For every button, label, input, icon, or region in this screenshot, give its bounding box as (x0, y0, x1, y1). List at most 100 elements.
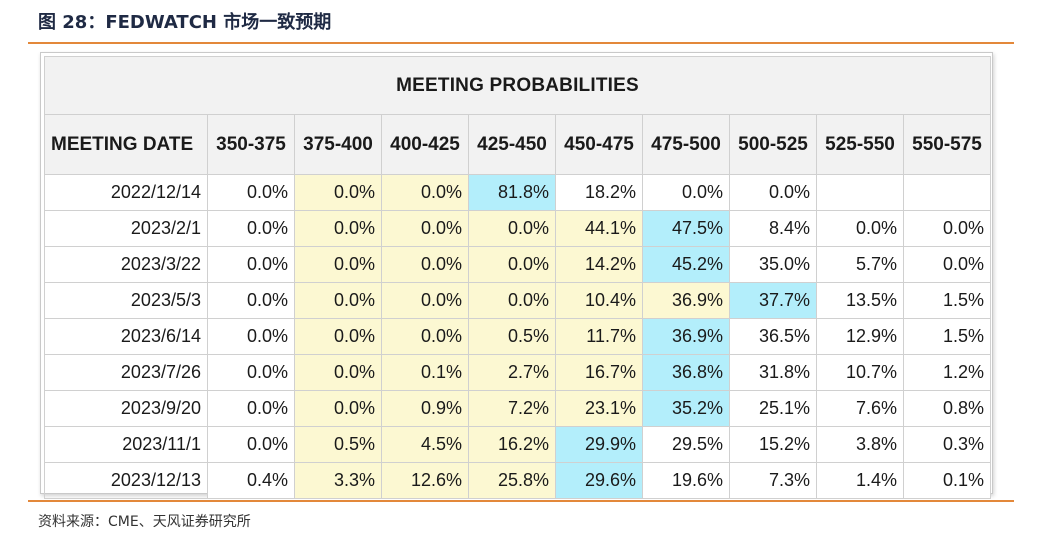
probability-cell: 0.4% (207, 462, 295, 499)
probability-cell: 3.8% (816, 426, 904, 463)
column-header-rate: 525-550 (816, 114, 904, 175)
probability-cell: 31.8% (729, 354, 817, 391)
table-row: 2023/7/26 0.0% 0.0% 0.1% 2.7% 16.7% 36.8% 31.8%… (44, 354, 991, 391)
probability-cell: 0.9% (381, 390, 469, 427)
table-row: 2023/12/13 0.4% 3.3% 12.6% 25.8% 29.6% 19.6% 7.… (44, 462, 991, 499)
table-row: 2023/5/3 0.0% 0.0% 0.0% 0.0% 10.4% 36.9% 37.7% 1… (44, 282, 991, 319)
probability-cell: 0.5% (294, 426, 382, 463)
probability-cell: 0.0% (381, 318, 469, 355)
probability-cell: 0.1% (903, 462, 991, 499)
probability-cell: 36.9% (642, 318, 730, 355)
probability-cell (816, 174, 904, 211)
probability-cell: 16.2% (468, 426, 556, 463)
meeting-probabilities-table: MEETING PROBABILITIES MEETING DATE 350-3… (44, 56, 991, 499)
table-row: 2023/9/20 0.0% 0.0% 0.9% 7.2% 23.1% 35.2% 25.1%… (44, 390, 991, 427)
column-header-rate: 450-475 (555, 114, 643, 175)
probability-cell: 0.0% (294, 318, 382, 355)
probability-cell: 36.8% (642, 354, 730, 391)
probability-cell: 0.0% (207, 354, 295, 391)
meeting-date-cell: 2023/9/20 (44, 390, 208, 427)
probability-cell: 1.5% (903, 318, 991, 355)
probability-cell: 36.5% (729, 318, 817, 355)
column-header-rate: 550-575 (903, 114, 991, 175)
probability-cell: 1.2% (903, 354, 991, 391)
probability-cell: 12.6% (381, 462, 469, 499)
table-body: 2022/12/14 0.0% 0.0% 0.0% 81.8% 18.2% 0.0% 0.0%… (44, 174, 991, 499)
top-divider (28, 42, 1014, 44)
probability-cell: 7.3% (729, 462, 817, 499)
table-row: 2023/2/1 0.0% 0.0% 0.0% 0.0% 44.1% 47.5% 8.4% 0.… (44, 210, 991, 247)
meeting-date-cell: 2023/5/3 (44, 282, 208, 319)
probability-cell: 25.1% (729, 390, 817, 427)
probability-cell: 0.0% (207, 246, 295, 283)
probability-cell: 0.1% (381, 354, 469, 391)
probability-cell: 10.4% (555, 282, 643, 319)
probability-cell: 0.0% (207, 426, 295, 463)
probability-cell: 4.5% (381, 426, 469, 463)
probability-cell: 13.5% (816, 282, 904, 319)
table-row: 2023/11/1 0.0% 0.5% 4.5% 16.2% 29.9% 29.5% 15.2… (44, 426, 991, 463)
probability-cell: 0.0% (381, 174, 469, 211)
probability-cell: 7.2% (468, 390, 556, 427)
meeting-date-cell: 2023/12/13 (44, 462, 208, 499)
column-header-rate: 375-400 (294, 114, 382, 175)
probability-cell: 0.5% (468, 318, 556, 355)
probability-cell: 0.0% (294, 246, 382, 283)
probability-cell: 29.9% (555, 426, 643, 463)
probability-cell: 0.0% (816, 210, 904, 247)
probability-cell: 0.0% (903, 210, 991, 247)
bottom-divider (28, 500, 1014, 502)
probability-cell: 14.2% (555, 246, 643, 283)
table-banner: MEETING PROBABILITIES (44, 56, 991, 115)
probability-cell: 0.0% (207, 390, 295, 427)
probability-cell: 45.2% (642, 246, 730, 283)
meeting-date-cell: 2023/11/1 (44, 426, 208, 463)
probability-cell: 0.0% (294, 282, 382, 319)
probability-cell: 0.0% (381, 246, 469, 283)
probability-cell: 0.0% (468, 210, 556, 247)
probability-cell: 0.0% (468, 246, 556, 283)
probability-cell: 18.2% (555, 174, 643, 211)
probability-cell: 0.0% (294, 390, 382, 427)
probability-cell: 29.5% (642, 426, 730, 463)
column-header-meeting-date: MEETING DATE (44, 114, 208, 175)
column-header-rate: 425-450 (468, 114, 556, 175)
probability-cell: 1.4% (816, 462, 904, 499)
probability-cell: 19.6% (642, 462, 730, 499)
probability-cell: 44.1% (555, 210, 643, 247)
probability-cell: 5.7% (816, 246, 904, 283)
probability-cell: 37.7% (729, 282, 817, 319)
meeting-date-cell: 2022/12/14 (44, 174, 208, 211)
probability-cell: 3.3% (294, 462, 382, 499)
figure-title: 图 28：FEDWATCH 市场一致预期 (38, 12, 332, 33)
probability-cell: 0.0% (294, 174, 382, 211)
probability-cell: 0.0% (381, 282, 469, 319)
probability-cell: 0.3% (903, 426, 991, 463)
probability-cell: 11.7% (555, 318, 643, 355)
probability-cell: 1.5% (903, 282, 991, 319)
probability-cell: 0.0% (903, 246, 991, 283)
table-row: 2022/12/14 0.0% 0.0% 0.0% 81.8% 18.2% 0.0% 0.0% (44, 174, 991, 211)
meeting-date-cell: 2023/3/22 (44, 246, 208, 283)
column-header-rate: 350-375 (207, 114, 295, 175)
meeting-date-cell: 2023/6/14 (44, 318, 208, 355)
probability-cell: 10.7% (816, 354, 904, 391)
probability-cell: 0.0% (207, 282, 295, 319)
probability-cell: 0.0% (729, 174, 817, 211)
probability-cell: 0.0% (468, 282, 556, 319)
probability-cell: 35.2% (642, 390, 730, 427)
header-row: MEETING DATE 350-375 375-400 400-425 425… (44, 114, 991, 175)
column-header-rate: 500-525 (729, 114, 817, 175)
meeting-date-cell: 2023/2/1 (44, 210, 208, 247)
column-header-rate: 475-500 (642, 114, 730, 175)
source-note: 资料来源：CME、天风证券研究所 (38, 514, 251, 530)
probability-cell: 0.0% (381, 210, 469, 247)
probability-cell: 7.6% (816, 390, 904, 427)
probability-cell: 0.0% (642, 174, 730, 211)
probability-cell: 25.8% (468, 462, 556, 499)
table-row: 2023/6/14 0.0% 0.0% 0.0% 0.5% 11.7% 36.9% 36.5%… (44, 318, 991, 355)
meeting-probabilities-panel: MEETING PROBABILITIES MEETING DATE 350-3… (40, 52, 993, 499)
probability-cell: 23.1% (555, 390, 643, 427)
probability-cell (903, 174, 991, 211)
probability-cell: 0.0% (294, 210, 382, 247)
